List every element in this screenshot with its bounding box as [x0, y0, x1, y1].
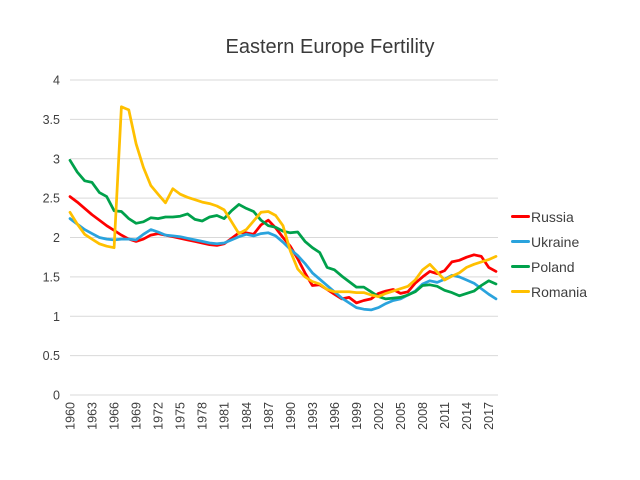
x-tick-label: 1981 — [218, 402, 232, 430]
legend-item-romania: Romania — [511, 279, 587, 304]
x-tick-label: 1978 — [196, 402, 210, 430]
y-tick-label: 3 — [53, 152, 60, 166]
x-tick-label: 1963 — [86, 402, 100, 430]
series-line-poland — [68, 158, 498, 301]
legend-item-ukraine: Ukraine — [511, 229, 587, 254]
legend-label-ukraine: Ukraine — [531, 233, 580, 250]
y-tick-label: 0 — [53, 389, 60, 403]
y-tick-label: 2.5 — [43, 192, 60, 206]
legend-item-poland: Poland — [511, 254, 587, 279]
x-tick-label: 2002 — [372, 402, 386, 430]
x-tick-label: 1969 — [130, 402, 144, 430]
series-line-romania — [68, 105, 498, 298]
legend-item-russia: Russia — [511, 204, 587, 229]
series-line-russia — [68, 195, 498, 305]
x-tick-label: 1984 — [240, 402, 254, 430]
y-tick-label: 1 — [53, 310, 60, 324]
x-tick-label: 1975 — [174, 402, 188, 430]
y-tick-label: 3.5 — [43, 113, 60, 127]
x-tick-label: 1996 — [328, 402, 342, 430]
x-tick-label: 1960 — [64, 402, 78, 430]
x-tick-label: 2017 — [482, 402, 496, 430]
series-line-ukraine — [68, 217, 498, 312]
x-tick-label: 1987 — [262, 402, 276, 430]
legend-label-russia: Russia — [531, 208, 574, 225]
x-tick-label: 2005 — [394, 402, 408, 430]
series-lines — [68, 105, 498, 312]
legend: Russia Ukraine Poland Romania — [511, 204, 587, 304]
x-tick-label: 1990 — [284, 402, 298, 430]
legend-line-marker-romania — [511, 290, 530, 293]
y-tick-label: 1.5 — [43, 270, 60, 284]
y-axis-labels: 0 0.5 1 1.5 2 2.5 3 3.5 4 — [43, 74, 60, 403]
y-tick-label: 0.5 — [43, 349, 60, 363]
x-tick-label: 2011 — [438, 402, 452, 429]
y-tick-label: 4 — [53, 74, 60, 88]
x-tick-label: 1999 — [350, 402, 364, 430]
legend-label-poland: Poland — [531, 258, 575, 275]
x-axis-labels: 1960 1963 1966 1969 1972 1975 1978 1981 1984 1987… — [64, 402, 497, 430]
y-tick-label: 2 — [53, 231, 60, 245]
legend-line-marker-ukraine — [511, 240, 530, 243]
x-tick-label: 1993 — [306, 402, 320, 430]
legend-line-marker-poland — [511, 265, 530, 268]
legend-line-marker-russia — [511, 215, 530, 218]
x-tick-label: 2014 — [460, 402, 474, 430]
x-tick-label: 2008 — [416, 402, 430, 430]
legend-label-romania: Romania — [531, 283, 588, 300]
x-tick-label: 1966 — [108, 402, 122, 430]
x-tick-label: 1972 — [152, 402, 166, 430]
chart-title: Eastern Europe Fertility — [225, 36, 435, 58]
